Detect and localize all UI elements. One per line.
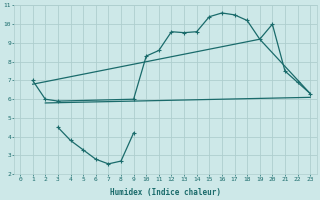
X-axis label: Humidex (Indice chaleur): Humidex (Indice chaleur) xyxy=(110,188,220,197)
